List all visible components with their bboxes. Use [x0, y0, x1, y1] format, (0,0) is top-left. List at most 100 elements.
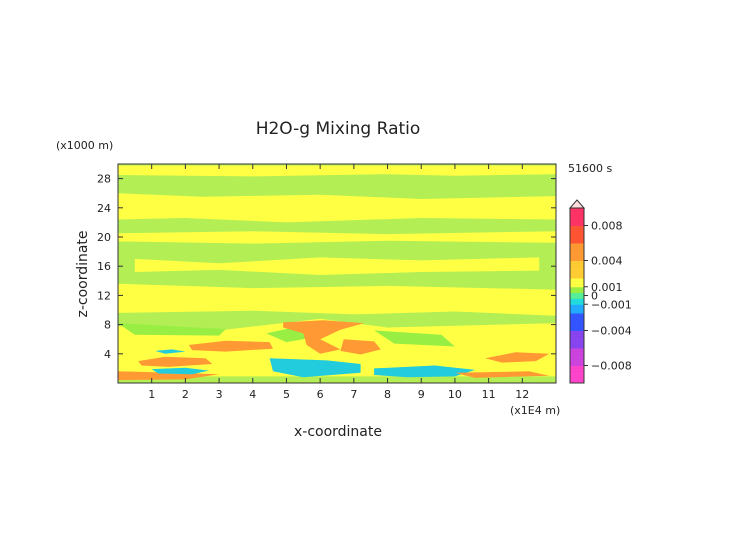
contour-region-positive-small: [118, 231, 556, 244]
contour-region-positive-small: [118, 283, 556, 316]
colorbar-band: [570, 342, 584, 346]
colorbar-tick-label: 0: [591, 290, 598, 303]
colorbar-band: [570, 225, 584, 229]
contour-region-negative-mid: [269, 358, 361, 378]
colorbar-band: [570, 359, 584, 364]
colorbar-band: [570, 365, 584, 369]
plot-frame: [117, 163, 557, 384]
colorbar-band: [570, 321, 584, 326]
x-tick-label: 4: [249, 388, 256, 401]
colorbar-band: [570, 245, 584, 250]
colorbar-tick-label: 0.001: [591, 281, 623, 294]
y-tick-label: 24: [97, 202, 111, 215]
colorbar-tick-label: −0.004: [591, 325, 632, 338]
colorbar-band: [570, 327, 584, 331]
colorbar-band: [570, 301, 584, 305]
x-tick-label: 3: [216, 388, 223, 401]
colorbar-band: [570, 213, 584, 218]
colorbar-band: [570, 350, 584, 355]
contour-region-positive-mid: [485, 352, 550, 363]
colorbar-band: [570, 222, 584, 226]
colorbar-band: [570, 263, 584, 267]
x-tick-label: 8: [384, 388, 391, 401]
x-tick-label: 12: [515, 388, 529, 401]
contour-region-zero-band: [374, 330, 455, 347]
colorbar-band: [570, 330, 584, 334]
y-tick-label: 8: [104, 319, 111, 332]
y-tick-label: 20: [97, 231, 111, 244]
colorbar-band: [570, 234, 584, 238]
colorbar-band: [570, 251, 584, 256]
y-axis-label: z-coordinate: [75, 230, 91, 317]
contour-region-positive-mid: [138, 356, 213, 367]
colorbar-band: [570, 336, 584, 340]
x-tick-label: 1: [148, 388, 155, 401]
colorbar-band: [570, 280, 584, 285]
colorbar-band: [570, 339, 584, 343]
colorbar-band: [570, 283, 584, 288]
colorbar-tick-label: −0.008: [591, 360, 632, 373]
colorbar-band: [570, 374, 584, 378]
colorbar-band: [570, 295, 584, 299]
colorbar-band: [570, 380, 584, 384]
colorbar-band: [570, 304, 584, 308]
contour-region-positive-mid: [283, 320, 364, 354]
x-tick-label: 9: [418, 388, 425, 401]
colorbar-band: [570, 307, 584, 311]
contour-region-negative-mid: [374, 365, 476, 378]
colorbar-band: [570, 216, 584, 221]
colorbar-tick-label: 0.004: [591, 255, 623, 268]
colorbar-band: [570, 310, 584, 314]
x-tick-label: 10: [448, 388, 462, 401]
colorbar-band: [570, 231, 584, 235]
contour-region-positive-mid: [340, 339, 381, 355]
colorbar-band: [570, 228, 584, 232]
x-tick-label: 6: [317, 388, 324, 401]
colorbar-band: [570, 208, 584, 212]
colorbar-band: [570, 292, 584, 296]
contour-region-negative-mid: [151, 367, 209, 375]
colorbar-band: [570, 210, 584, 215]
colorbar-tick-label: −0.001: [591, 298, 632, 311]
y-tick-label: 12: [97, 289, 111, 302]
colorbar-band: [570, 243, 584, 247]
colorbar-band: [570, 260, 584, 264]
colorbar-band: [570, 298, 584, 302]
colorbar-band: [570, 371, 584, 375]
x-axis-unit-label: (x1E4 m): [510, 404, 560, 417]
x-tick-label: 7: [350, 388, 357, 401]
colorbar-band: [570, 313, 584, 317]
colorbar-band: [570, 318, 584, 323]
contour-region-positive-small: [134, 257, 540, 275]
y-tick-label: 28: [97, 173, 111, 186]
y-axis-unit-label: (x1000 m): [56, 139, 113, 152]
colorbar-band: [570, 368, 584, 372]
colorbar-band: [570, 348, 584, 352]
colorbar-arrow: [568, 199, 586, 209]
contour-region-positive-small: [118, 165, 556, 177]
colorbar-band: [570, 269, 584, 273]
colorbar-band: [570, 240, 584, 244]
colorbar-band: [570, 275, 584, 279]
contour-region-zero-band: [118, 323, 226, 336]
colorbar-band: [570, 377, 584, 381]
colorbar-band: [570, 266, 584, 270]
colorbar-band: [570, 257, 584, 261]
colorbar-band: [570, 356, 584, 361]
contour-region-positive-mid: [188, 340, 273, 352]
chart-title: H2O-g Mixing Ratio: [256, 119, 421, 139]
colorbar-band: [570, 324, 584, 329]
y-tick-label: 16: [97, 260, 111, 273]
colorbar-band: [570, 272, 584, 276]
x-axis-label: x-coordinate: [294, 424, 382, 440]
contour-region-negative-mid: [155, 349, 186, 354]
contour-region-positive-small: [118, 193, 556, 223]
x-tick-label: 2: [182, 388, 189, 401]
contour-region-positive-mid: [454, 371, 550, 378]
contour-region-positive-small: [118, 318, 556, 377]
colorbar-band: [570, 362, 584, 366]
